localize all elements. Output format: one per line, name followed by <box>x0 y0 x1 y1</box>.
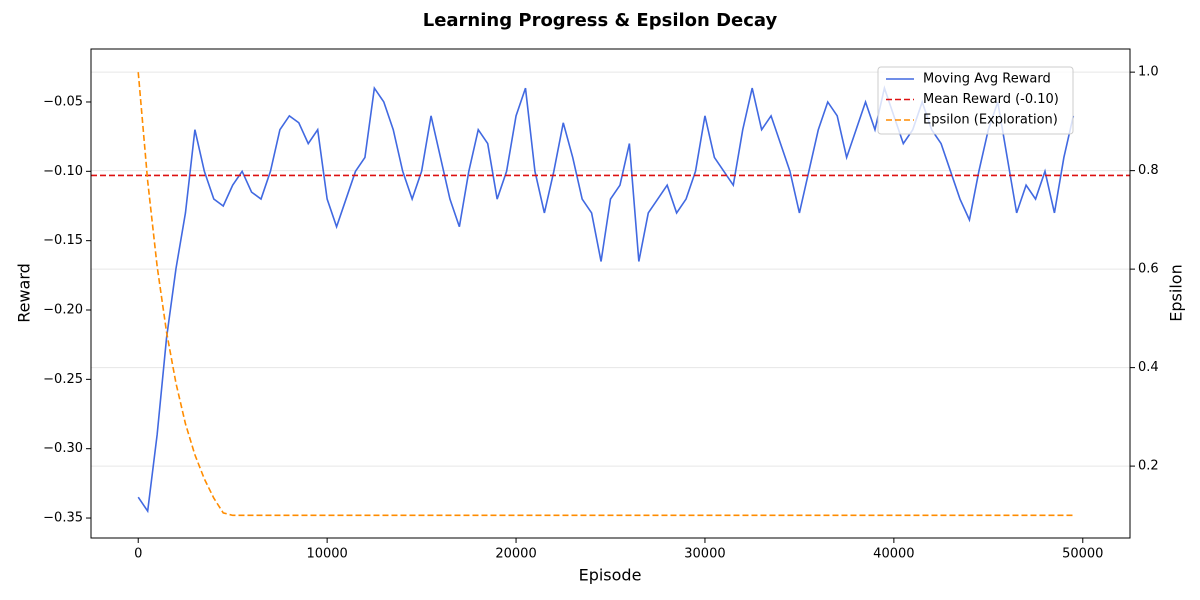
y-tick-label: −0.15 <box>43 233 83 248</box>
y2-tick-label: 0.6 <box>1138 262 1159 277</box>
x-tick-label: 50000 <box>1062 547 1103 562</box>
y2-tick-label: 0.4 <box>1138 360 1159 375</box>
legend-box <box>877 66 1074 135</box>
y-tick-label: −0.20 <box>43 303 83 318</box>
series-line <box>137 85 1075 514</box>
y-tick-label: −0.25 <box>43 372 83 387</box>
y-tick-label: −0.10 <box>43 164 83 179</box>
x-tick-label: 10000 <box>306 547 347 562</box>
y2-axis-label: Epsilon <box>1167 264 1186 321</box>
legend-label: Moving Avg Reward <box>923 72 1051 87</box>
y2-tick-label: 0.2 <box>1138 459 1159 474</box>
legend-label: Mean Reward (-0.10) <box>923 92 1059 107</box>
plot-frame <box>90 48 1131 539</box>
x-axis-label: Episode <box>579 566 642 585</box>
x-tick-label: 30000 <box>684 547 725 562</box>
y-tick-label: −0.35 <box>43 511 83 526</box>
y-tick-label: −0.30 <box>43 441 83 456</box>
legend-label: Epsilon (Exploration) <box>923 113 1058 128</box>
series-line <box>137 72 1074 517</box>
y-tick-label: −0.05 <box>43 94 83 109</box>
x-tick-label: 0 <box>134 547 142 562</box>
chart-title: Learning Progress & Epsilon Decay <box>423 10 778 31</box>
y-axis-label: Reward <box>15 263 34 323</box>
x-tick-label: 20000 <box>495 547 536 562</box>
y2-tick-label: 0.8 <box>1138 163 1159 178</box>
y2-tick-label: 1.0 <box>1138 65 1159 80</box>
x-tick-label: 40000 <box>873 547 914 562</box>
